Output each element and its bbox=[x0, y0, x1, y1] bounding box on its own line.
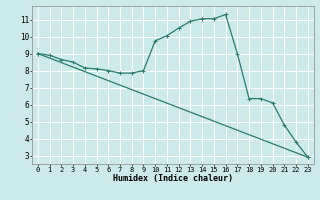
X-axis label: Humidex (Indice chaleur): Humidex (Indice chaleur) bbox=[113, 174, 233, 183]
